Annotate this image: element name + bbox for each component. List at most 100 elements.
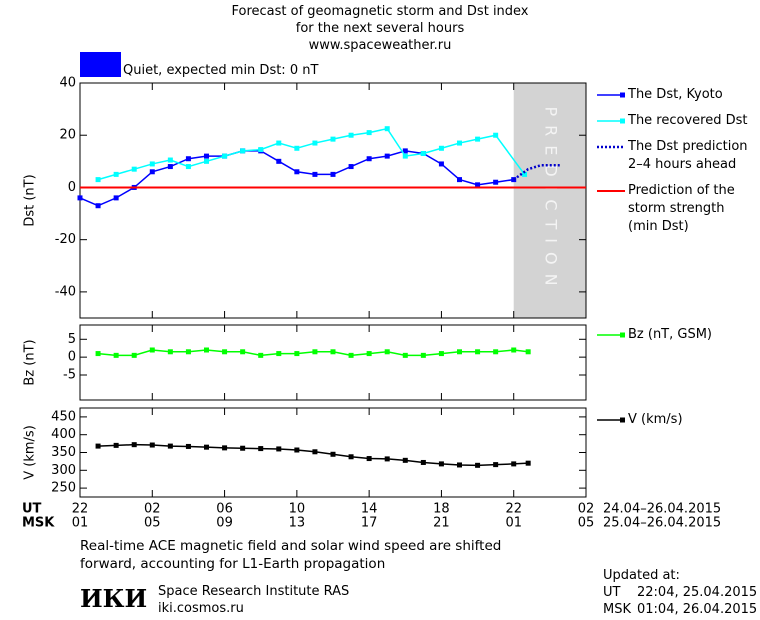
- footer-note: Real-time ACE magnetic field and solar w…: [80, 538, 502, 572]
- point: [240, 445, 246, 451]
- title: www.spaceweather.ru: [308, 38, 452, 53]
- updated-zone: UT: [603, 585, 621, 600]
- point: [204, 444, 209, 450]
- point: [113, 195, 119, 201]
- point: [366, 351, 372, 357]
- y-axis-label: Dst (nT): [23, 174, 38, 226]
- y-tick-label: 250: [51, 481, 76, 496]
- point: [475, 462, 481, 468]
- x-tick-label: 05: [578, 516, 595, 531]
- series-line: [79, 150, 514, 207]
- point: [185, 164, 191, 170]
- x-tick-label: 22: [505, 502, 522, 517]
- point: [366, 130, 372, 136]
- point: [185, 443, 191, 449]
- point: [511, 347, 517, 353]
- point: [366, 456, 372, 462]
- x-tick-label: 02: [578, 502, 595, 517]
- y-tick-label: 40: [59, 76, 76, 91]
- title: Forecast of geomagnetic storm and Dst in…: [231, 4, 529, 19]
- point: [149, 169, 155, 175]
- point: [438, 461, 444, 467]
- legend-marker: [620, 92, 625, 98]
- y-tick-label: 20: [59, 128, 76, 143]
- point: [240, 148, 246, 154]
- point: [113, 171, 119, 177]
- point: [457, 140, 462, 146]
- point: [348, 132, 354, 138]
- title: for the next several hours: [295, 21, 465, 36]
- point: [222, 445, 228, 451]
- y-tick-label: 400: [51, 427, 76, 442]
- y-tick-label: 0: [68, 180, 76, 195]
- point: [294, 351, 300, 357]
- point: [204, 153, 209, 159]
- point: [330, 349, 336, 355]
- status-text: Quiet, expected min Dst: 0 nT: [123, 63, 319, 78]
- x-tick-label: 05: [144, 516, 161, 531]
- point: [258, 446, 264, 452]
- point: [438, 145, 444, 151]
- point: [525, 349, 531, 355]
- point: [294, 447, 300, 453]
- legend-label: The recovered Dst: [628, 113, 748, 128]
- series-line: [98, 443, 529, 467]
- point: [384, 126, 390, 132]
- point: [438, 161, 444, 167]
- point: [167, 443, 173, 449]
- point: [185, 156, 191, 162]
- point: [258, 147, 264, 153]
- point: [294, 145, 300, 151]
- date-range: 24.04–26.04.2015: [603, 502, 721, 517]
- x-tick-label: 22: [72, 502, 89, 517]
- x-row-label: MSK: [22, 516, 55, 531]
- prediction-label: PREDICTION: [541, 106, 560, 294]
- point: [457, 177, 462, 183]
- point: [294, 169, 300, 175]
- date-range: 25.04–26.04.2015: [603, 516, 721, 531]
- legend-label: The Dst, Kyoto: [628, 87, 723, 102]
- point: [204, 158, 209, 164]
- point: [312, 449, 318, 455]
- point: [402, 153, 408, 159]
- point: [95, 351, 101, 357]
- point: [276, 351, 282, 357]
- point: [438, 351, 444, 357]
- point: [185, 349, 191, 355]
- y-tick-label: 5: [68, 332, 76, 347]
- point: [149, 161, 155, 167]
- status-swatch: [80, 52, 121, 77]
- panel-frame: [79, 324, 587, 401]
- legend-marker: [620, 118, 625, 124]
- point: [475, 182, 481, 188]
- point: [312, 171, 318, 177]
- x-tick-label: 18: [433, 502, 450, 517]
- point: [222, 349, 228, 355]
- point: [475, 136, 481, 142]
- series-line: [512, 164, 561, 181]
- point: [113, 352, 119, 358]
- point: [258, 352, 264, 358]
- y-tick-label: -5: [63, 368, 76, 383]
- point: [312, 349, 318, 355]
- updated-time: 22:04, 25.04.2015: [637, 585, 758, 600]
- x-tick-label: 06: [216, 502, 233, 517]
- point: [493, 349, 499, 355]
- x-tick-label: 13: [289, 516, 306, 531]
- updated-time: 01:04, 26.04.2015: [637, 602, 758, 617]
- series-line: [97, 127, 526, 181]
- point: [457, 349, 462, 355]
- legend-marker: [620, 332, 625, 338]
- point: [222, 153, 228, 159]
- point: [276, 446, 282, 452]
- institute: Space Research Institute RAS: [158, 584, 350, 599]
- point: [420, 459, 426, 465]
- point: [330, 451, 336, 457]
- x-tick-label: 10: [289, 502, 306, 517]
- point: [384, 349, 390, 355]
- point: [493, 179, 499, 185]
- point: [348, 454, 354, 460]
- point: [131, 352, 137, 358]
- point: [402, 148, 408, 154]
